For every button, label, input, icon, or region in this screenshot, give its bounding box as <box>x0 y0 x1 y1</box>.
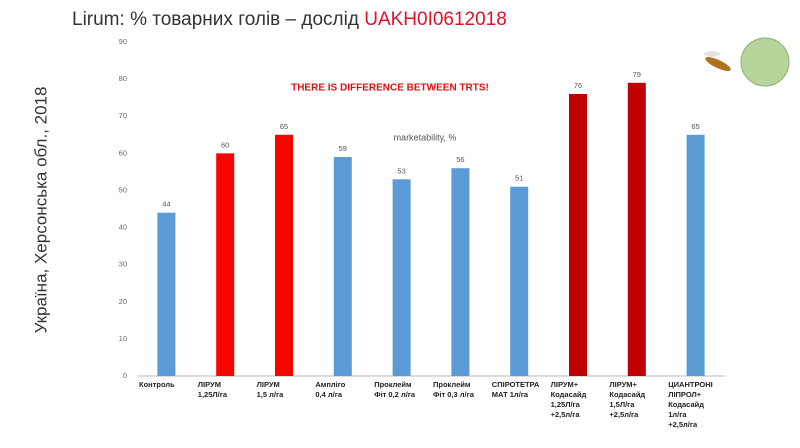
value-label: 79 <box>633 70 641 79</box>
x-tick-label: СПІРОТЕТРА МАТ 1л/га <box>491 380 540 399</box>
y-tick-label: 40 <box>119 223 127 232</box>
bar <box>569 93 587 376</box>
bar <box>157 212 176 376</box>
y-tick-label: 60 <box>119 148 127 157</box>
x-tick-label: Проклейм Фіт 0,3 л/га <box>433 380 474 399</box>
bar <box>275 134 293 376</box>
bar <box>686 134 705 376</box>
insect-icon <box>704 51 731 71</box>
x-tick-label: ЛІРУМ+ Кодасайд 1,5Л/га +2,5л/га <box>609 380 646 419</box>
y-tick-label: 10 <box>119 334 127 343</box>
chart-title: Lirum: % товарних голів – дослід UAKH0I0… <box>72 9 507 30</box>
chart-subtitle: marketability, % <box>394 132 457 142</box>
bar <box>216 153 235 376</box>
x-tick-label: ЛІРУМ+ Кодасайд 1,25Л/га +2,5л/га <box>550 380 587 419</box>
y-tick-label: 50 <box>119 185 127 194</box>
value-label: 56 <box>456 155 464 164</box>
cabbage-icon <box>740 37 790 87</box>
bar <box>333 157 352 376</box>
y-tick-label: 70 <box>119 111 127 120</box>
value-label: 53 <box>397 166 405 175</box>
value-label: 65 <box>691 122 699 131</box>
x-tick-label: Контроль <box>139 380 175 389</box>
annotation: THERE IS DIFFERENCE BETWEEN TRTS! <box>291 83 489 94</box>
value-label: 44 <box>162 200 170 209</box>
value-label: 65 <box>280 122 288 131</box>
x-tick-label: ЛІРУМ 1,25Л/га <box>197 380 228 399</box>
y-tick-label: 80 <box>119 74 127 83</box>
bar <box>627 82 646 377</box>
x-tick-label: Проклейм Фіт 0,2 л/га <box>374 380 416 399</box>
value-label: 76 <box>574 81 582 90</box>
y-tick-label: 30 <box>119 260 127 269</box>
y-tick-label: 0 <box>123 371 127 380</box>
x-tick-label: ЛІРУМ 1,5 л/га <box>256 380 284 399</box>
x-tick-label: ЦИАНТРОНІ ЛІПРОЛ+ Кодасайд 1л/га +2,5л/г… <box>668 380 713 429</box>
value-label: 51 <box>515 174 523 183</box>
side-label: Україна, Херсонська обл., 2018 <box>31 87 50 334</box>
x-tick-label: Ампліго 0,4 л/га <box>315 380 346 399</box>
value-label: 60 <box>221 140 229 149</box>
title-text: Lirum: % товарних голів – дослід <box>72 9 359 30</box>
bar <box>392 179 411 376</box>
value-label: 59 <box>339 144 347 153</box>
title-code: UAKH0I0612018 <box>364 9 507 30</box>
bar <box>510 186 529 376</box>
bar <box>451 168 470 376</box>
y-tick-label: 20 <box>119 297 127 306</box>
y-tick-label: 90 <box>119 37 127 46</box>
